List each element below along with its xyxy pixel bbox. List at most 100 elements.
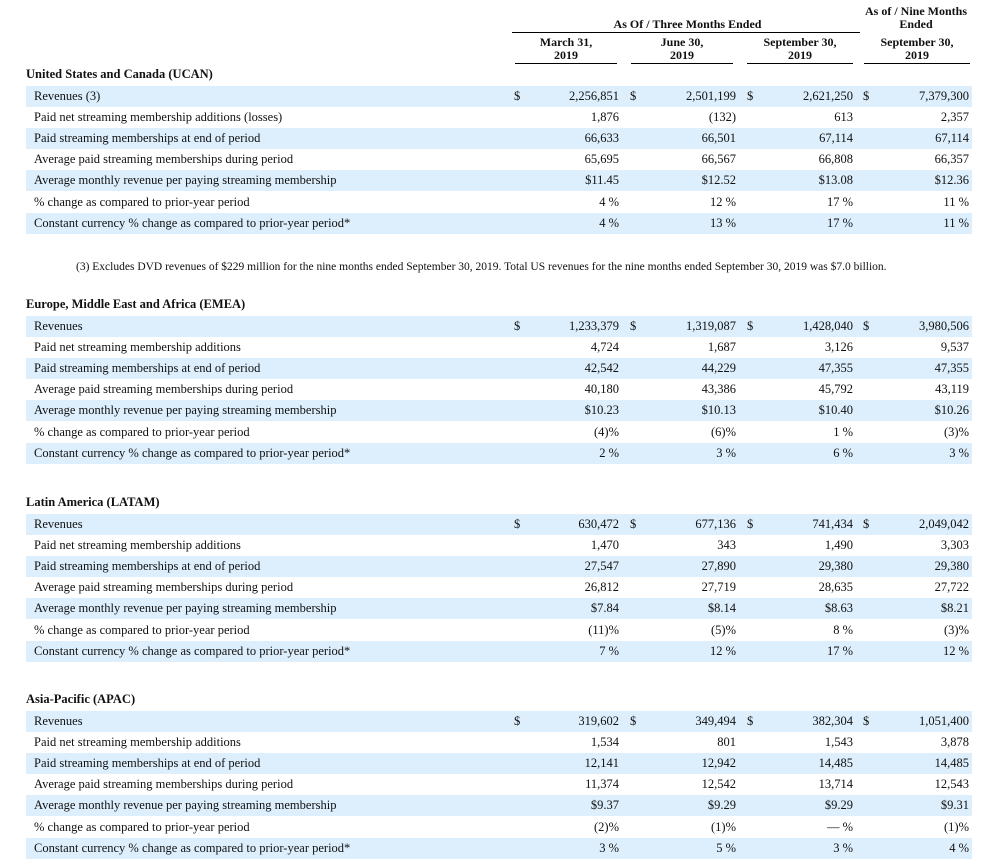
table-cell: 44,229 — [701, 361, 736, 376]
table-cell: $9.37 — [590, 798, 619, 813]
table-cell: 40,180 — [584, 382, 619, 397]
nine-months-header-line2: Ended — [899, 17, 933, 31]
table-row: Average paid streaming memberships durin… — [26, 774, 972, 795]
table-cell: 65,695 — [584, 152, 619, 167]
table-cell: 2,256,851 — [569, 89, 619, 103]
row-label: Paid streaming memberships at end of per… — [34, 756, 261, 771]
table-row: % change as compared to prior-year perio… — [26, 817, 972, 838]
table-cell: 17 % — [826, 215, 853, 230]
row-label: Average monthly revenue per paying strea… — [34, 798, 337, 813]
table-cell: 27,722 — [934, 580, 969, 595]
table-cell: 382,304 — [812, 714, 853, 728]
table-cell: 12,942 — [701, 756, 736, 771]
table-cell: 2 % — [599, 445, 619, 460]
column-header-q3: September 30, 2019 — [747, 36, 853, 64]
currency-symbol: $ — [630, 517, 637, 531]
row-label: Constant currency % change as compared t… — [34, 840, 351, 855]
table-cell: 12 % — [709, 643, 736, 658]
table-cell: 630,472 — [578, 517, 619, 531]
table-cell: $9.29 — [824, 798, 853, 813]
row-label: % change as compared to prior-year perio… — [34, 622, 250, 637]
row-label: Average monthly revenue per paying strea… — [34, 173, 337, 188]
table-cell: 66,567 — [701, 152, 736, 167]
table-cell: (11)% — [588, 622, 619, 637]
table-cell: 11 % — [943, 194, 969, 209]
table-cell: 7,379,300 — [919, 89, 969, 103]
table-cell: $10.13 — [701, 403, 736, 418]
row-label: Average paid streaming memberships durin… — [34, 382, 294, 397]
table-cell: 4 % — [949, 840, 969, 855]
table-cell: 12,542 — [701, 777, 736, 792]
currency-symbol: $ — [747, 517, 754, 531]
row-label: % change as compared to prior-year perio… — [34, 424, 250, 439]
table-cell: 2,501,199 — [686, 89, 736, 103]
table-row: % change as compared to prior-year perio… — [26, 192, 972, 213]
row-label: Paid net streaming membership additions … — [34, 110, 283, 125]
table-row: Paid streaming memberships at end of per… — [26, 556, 972, 578]
table-cell: 9,537 — [940, 340, 969, 355]
table-row: Average monthly revenue per paying strea… — [26, 400, 972, 422]
table-row: Revenues $319,602 $349,494 $382,304 $1,051,4… — [26, 711, 972, 732]
table-cell: 1,233,379 — [569, 319, 619, 333]
table-row: Average monthly revenue per paying strea… — [26, 598, 972, 620]
three-months-header: As Of / Three Months Ended — [613, 17, 762, 31]
row-label: Paid net streaming membership additions — [34, 735, 241, 750]
table-cell: $10.26 — [934, 403, 969, 418]
table-cell: 4 % — [599, 215, 619, 230]
table-cell: 13,714 — [818, 777, 853, 792]
table-cell: 17 % — [826, 194, 853, 209]
row-label: Average monthly revenue per paying strea… — [34, 403, 337, 418]
row-label: Revenues (3) — [34, 89, 101, 103]
nine-months-header: As of / Nine Months Ended — [860, 5, 972, 31]
column-header-nine-months: September 30, 2019 — [864, 36, 970, 64]
column-header-q3-year: 2019 — [788, 48, 812, 62]
table-cell: 12 % — [709, 194, 736, 209]
row-label: Average monthly revenue per paying strea… — [34, 601, 337, 616]
table-cell: 27,890 — [701, 559, 736, 574]
table-row: Average paid streaming memberships durin… — [26, 379, 972, 400]
table-cell: 29,380 — [934, 559, 969, 574]
table-row: Paid net streaming membership additions 1… — [26, 535, 972, 556]
table-cell: 2,049,042 — [919, 517, 969, 531]
table-cell: 3 % — [833, 840, 853, 855]
table-cell: (2)% — [594, 819, 619, 834]
currency-symbol: $ — [747, 89, 754, 103]
table-cell: 1,687 — [707, 340, 736, 355]
row-label: Paid net streaming membership additions — [34, 538, 241, 553]
table-cell: $13.08 — [818, 173, 853, 188]
row-label: Paid net streaming membership additions — [34, 340, 241, 355]
table-row: % change as compared to prior-year perio… — [26, 620, 972, 641]
table-cell: 14,485 — [818, 756, 853, 771]
table-cell: 8 % — [833, 622, 853, 637]
currency-symbol: $ — [863, 517, 870, 531]
row-label: % change as compared to prior-year perio… — [34, 194, 250, 209]
table-cell: 3,878 — [940, 735, 969, 750]
currency-symbol: $ — [514, 714, 521, 728]
table-cell: 45,792 — [818, 382, 853, 397]
table-cell: $10.40 — [818, 403, 853, 418]
row-label: Average paid streaming memberships durin… — [34, 580, 294, 595]
column-header-q2-year: 2019 — [670, 48, 694, 62]
table-cell: 27,719 — [701, 580, 736, 595]
table-cell: 1,470 — [590, 538, 619, 553]
table-cell: 6 % — [833, 445, 853, 460]
row-label: Paid streaming memberships at end of per… — [34, 361, 261, 376]
column-header-q1-year: 2019 — [554, 48, 578, 62]
table-cell: 66,633 — [584, 131, 619, 146]
column-header-q2: June 30, 2019 — [631, 36, 733, 64]
table-cell: (1)% — [944, 819, 969, 834]
table-cell: 343 — [717, 538, 736, 553]
table-row: Revenues (3) $2,256,851 $2,501,199 $2,621,2… — [26, 86, 972, 107]
table-row: Revenues $630,472 $677,136 $741,434 $2,049,0… — [26, 514, 972, 535]
table-cell: — % — [826, 819, 853, 834]
row-label: Paid streaming memberships at end of per… — [34, 559, 261, 574]
table-cell: 3,126 — [824, 340, 853, 355]
table-cell: 66,357 — [934, 152, 969, 167]
table-cell: 29,380 — [818, 559, 853, 574]
column-header-q1-date: March 31, — [539, 35, 593, 49]
table-cell: $7.84 — [590, 601, 619, 616]
column-header-q2-date: June 30, — [660, 35, 704, 49]
table-cell: $12.36 — [934, 173, 969, 188]
table-cell: 42,542 — [584, 361, 619, 376]
currency-symbol: $ — [630, 89, 637, 103]
